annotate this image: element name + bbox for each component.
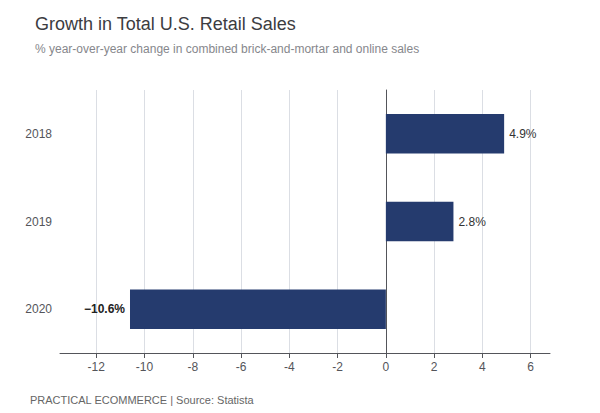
svg-text:2019: 2019 xyxy=(25,215,52,229)
svg-text:2020: 2020 xyxy=(25,302,52,316)
svg-text:-10: -10 xyxy=(136,360,154,374)
svg-text:-4: -4 xyxy=(284,360,295,374)
svg-text:−10.6%: −10.6% xyxy=(84,302,125,316)
svg-text:2018: 2018 xyxy=(25,127,52,141)
svg-text:% year-over-year change in com: % year-over-year change in combined bric… xyxy=(35,42,419,56)
svg-text:-6: -6 xyxy=(236,360,247,374)
svg-text:-8: -8 xyxy=(187,360,198,374)
svg-text:6: 6 xyxy=(527,360,534,374)
svg-text:2: 2 xyxy=(431,360,438,374)
svg-text:0: 0 xyxy=(383,360,390,374)
svg-text:4.9%: 4.9% xyxy=(509,127,537,141)
svg-text:4: 4 xyxy=(479,360,486,374)
svg-text:-12: -12 xyxy=(88,360,106,374)
svg-text:PRACTICAL ECOMMERCE | Source:: PRACTICAL ECOMMERCE | Source: Statista xyxy=(30,394,255,406)
svg-text:Growth in Total U.S. Retail Sa: Growth in Total U.S. Retail Sales xyxy=(35,14,296,34)
svg-text:2.8%: 2.8% xyxy=(458,215,486,229)
svg-text:-2: -2 xyxy=(332,360,343,374)
